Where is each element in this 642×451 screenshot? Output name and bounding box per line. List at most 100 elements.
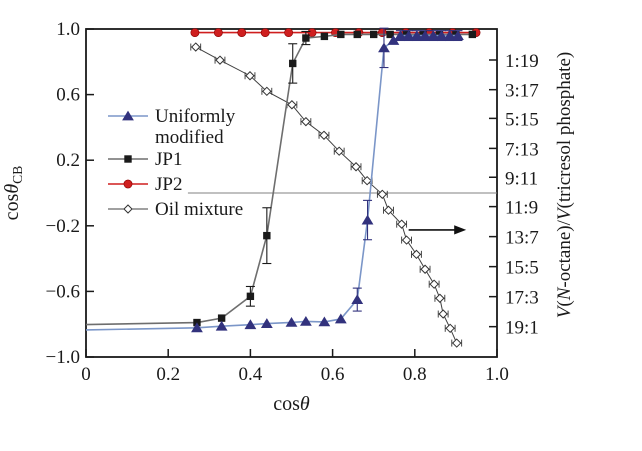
x-tick-label: 0.8 [403,364,427,385]
diamond-marker [301,116,311,127]
y-left-tick-label: −1.0 [46,347,80,368]
y-right-tick-label: 3:17 [505,81,539,102]
y-right-tick-label: 19:1 [505,318,539,339]
square-marker [124,155,132,163]
diamond-marker [351,162,361,172]
square-marker [353,30,361,39]
diamond-marker [319,130,329,140]
circle-marker [377,28,387,38]
x-axis-label: cosθ [273,393,310,415]
diamond-marker [429,279,439,289]
y-right-tick-label: 7:13 [505,139,539,160]
square-marker [468,30,477,39]
y-left-tick-label: 1.0 [56,19,80,40]
legend-label: JP1 [155,149,182,170]
circle-marker [123,179,133,189]
triangle-marker [410,30,423,40]
x-tick-label: 0.2 [156,364,180,385]
diamond-marker [411,249,422,260]
diamond-marker [435,293,445,303]
triangle-marker [427,30,440,40]
triangle-marker [361,214,374,225]
triangle-marker [191,322,203,333]
y-right-tick-label: 5:15 [505,109,539,130]
diamond-marker [383,205,394,215]
diamond-marker [420,264,430,274]
diamond-marker [401,235,412,245]
legend-label: modified [155,127,224,148]
diamond-marker [452,338,462,348]
triangle-marker [378,42,390,53]
circle-marker [284,28,294,38]
diamond-marker [191,42,201,52]
triangle-marker [215,320,228,331]
triangle-marker [285,316,298,327]
legend-item-jp2: JP2 [108,174,182,195]
triangle-marker [299,316,312,326]
square-marker [289,59,297,68]
y-right-tick-label: 9:11 [505,168,538,189]
square-marker [302,34,310,42]
circle-marker [237,28,247,38]
triangle-marker [452,30,464,40]
circle-marker [213,28,223,38]
y-left-tick-label: 0.6 [56,85,80,106]
y-axis-label-right: V(N-octane)/V(tricresol phosphate) [554,52,575,318]
diamond-marker [287,100,297,110]
square-marker [320,32,329,41]
x-tick-label: 0.4 [239,364,263,385]
diamond-marker [123,204,133,214]
triangle-marker [334,313,347,324]
triangle-marker [435,30,448,40]
right-axis-arrow-icon [408,225,467,235]
y-right-tick-label: 1:19 [505,51,539,72]
triangle-marker [443,30,456,40]
legend-label: Uniformly [155,106,236,127]
arrow-head [454,225,467,235]
series-line [195,46,458,344]
circle-marker [190,28,200,38]
triangle-marker [419,30,431,40]
series-jp1 [85,30,477,327]
diamond-marker [445,323,455,334]
square-marker [337,30,345,39]
y-right-tick-label: 17:3 [505,288,539,309]
circle-marker [260,28,270,38]
diamond-marker [334,146,344,156]
y-right-tick-label: 15:5 [505,258,539,279]
y-left-tick-label: −0.2 [46,216,80,237]
y-left-tick-label: −0.6 [46,281,80,302]
y-right-tick-label: 13:7 [505,228,539,249]
triangle-marker [351,294,364,304]
diamond-marker [245,71,255,81]
triangle-marker [394,30,407,40]
diamond-marker [262,86,272,97]
y-axis-left: 1.0 0.6 0.2 −0.2 −0.6 −1.0 [46,19,94,368]
diamond-marker [377,189,388,200]
triangle-marker [244,319,257,330]
legend-label: JP2 [155,174,182,195]
x-tick-label: 0 [81,364,91,385]
series-oil-mixture [190,42,463,348]
diamond-marker [438,309,448,319]
x-tick-label: 0.6 [321,364,345,385]
y-left-tick-label: 0.2 [56,150,80,171]
legend-item-oil-mixture: Oil mixture [108,199,243,220]
series-line [85,33,473,326]
series-line [85,34,458,331]
square-marker [263,231,271,240]
y-right-tick-label: 11:9 [505,198,538,219]
triangle-marker [402,30,415,40]
square-marker [246,292,255,301]
legend-item-jp1: JP1 [108,149,182,170]
diamond-marker [215,55,225,65]
diamond-marker [362,175,372,186]
triangle-marker [260,318,273,328]
square-marker [370,30,378,39]
square-marker [386,30,394,39]
series-uniformly-modified [85,27,464,333]
